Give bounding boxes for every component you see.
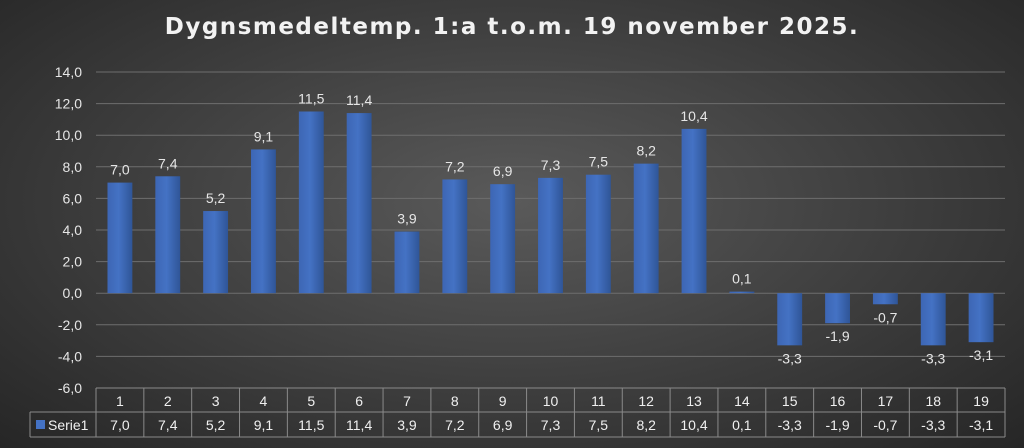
x-tick-label: 18 [925, 393, 941, 409]
bar [920, 293, 946, 346]
table-value: 7,3 [541, 417, 561, 433]
table-value: -3,3 [921, 417, 945, 433]
bar [107, 182, 133, 294]
chart-title: Dygnsmedeltemp. 1:a t.o.m. 19 november 2… [164, 14, 860, 40]
bar [681, 128, 707, 294]
data-label: 7,4 [158, 155, 178, 171]
y-tick-label: 4,0 [63, 222, 83, 238]
bar [729, 291, 755, 294]
x-tick-label: 19 [973, 393, 989, 409]
data-label: 7,3 [541, 157, 561, 173]
x-tick-label: 10 [543, 393, 559, 409]
bar [442, 179, 468, 294]
legend-label: Serie1 [48, 417, 89, 433]
bar [346, 113, 372, 294]
table-value: 0,1 [732, 417, 752, 433]
data-label: -3,1 [969, 347, 993, 363]
bar [777, 293, 803, 346]
x-tick-label: 14 [734, 393, 750, 409]
data-label: 8,2 [636, 143, 656, 159]
x-tick-label: 15 [782, 393, 798, 409]
y-tick-label: 2,0 [63, 254, 83, 270]
x-tick-label: 17 [878, 393, 894, 409]
data-label: 6,9 [493, 163, 513, 179]
data-label: 5,2 [206, 190, 226, 206]
x-tick-label: 3 [212, 393, 220, 409]
bar [490, 184, 516, 294]
data-label: 3,9 [397, 211, 417, 227]
data-label: -3,3 [778, 350, 802, 366]
data-label: 11,5 [298, 91, 324, 107]
data-label: 7,2 [445, 158, 465, 174]
bar [872, 293, 898, 305]
legend-swatch [36, 420, 45, 429]
table-value: -0,7 [873, 417, 897, 433]
table-value: 10,4 [680, 417, 707, 433]
y-tick-label: -4,0 [58, 348, 82, 364]
table-value: 7,5 [589, 417, 609, 433]
y-tick-label: 12,0 [55, 96, 82, 112]
table-value: -1,9 [825, 417, 849, 433]
data-label: 0,1 [732, 271, 752, 287]
y-tick-label: -6,0 [58, 380, 82, 396]
y-tick-label: 8,0 [63, 159, 83, 175]
data-label: 9,1 [254, 128, 274, 144]
y-tick-label: 14,0 [55, 64, 82, 80]
bar [585, 174, 611, 294]
bar [968, 293, 994, 343]
x-tick-label: 7 [403, 393, 411, 409]
bar [825, 293, 850, 324]
table-value: -3,3 [778, 417, 802, 433]
bar [155, 176, 181, 294]
bar [633, 163, 659, 294]
data-label: 7,0 [110, 162, 130, 178]
x-tick-label: 16 [830, 393, 846, 409]
x-tick-label: 9 [499, 393, 507, 409]
bar [394, 231, 420, 294]
y-tick-label: -2,0 [58, 317, 82, 333]
bar [203, 211, 229, 294]
table-value: 7,4 [158, 417, 178, 433]
x-tick-label: 1 [116, 393, 124, 409]
table-value: 11,4 [346, 417, 372, 433]
table-value: -3,1 [969, 417, 993, 433]
table-value: 11,5 [298, 417, 324, 433]
data-label: -0,7 [873, 309, 897, 325]
data-label: -3,3 [921, 350, 945, 366]
data-label: -1,9 [825, 328, 849, 344]
table-value: 6,9 [493, 417, 513, 433]
bar [298, 111, 324, 294]
data-label: 7,5 [589, 154, 609, 170]
table-value: 8,2 [636, 417, 656, 433]
data-label: 10,4 [680, 108, 707, 124]
x-tick-label: 11 [591, 393, 606, 409]
table-value: 7,0 [110, 417, 130, 433]
y-tick-label: 0,0 [63, 285, 83, 301]
y-tick-label: 10,0 [55, 127, 82, 143]
data-label: 11,4 [346, 92, 372, 108]
x-tick-label: 2 [164, 393, 172, 409]
bar [538, 177, 563, 294]
table-value: 3,9 [397, 417, 417, 433]
x-tick-label: 4 [260, 393, 268, 409]
x-tick-label: 12 [638, 393, 654, 409]
x-tick-label: 8 [451, 393, 459, 409]
x-tick-label: 13 [686, 393, 702, 409]
bar [251, 149, 276, 294]
table-value: 5,2 [206, 417, 226, 433]
x-tick-label: 5 [307, 393, 315, 409]
x-tick-label: 6 [355, 393, 363, 409]
table-value: 7,2 [445, 417, 465, 433]
table-value: 9,1 [254, 417, 274, 433]
y-tick-label: 6,0 [63, 190, 83, 206]
